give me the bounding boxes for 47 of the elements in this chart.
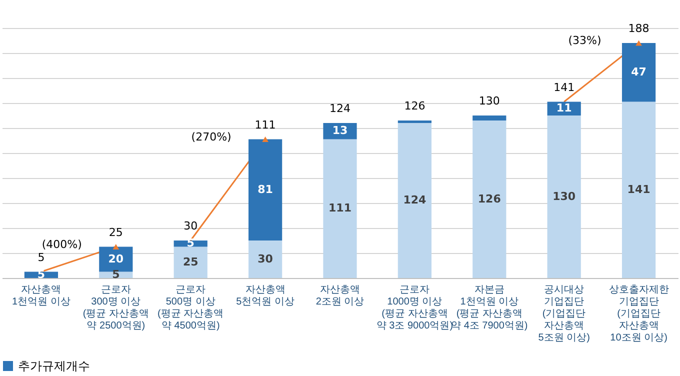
data-label: 124 [403,194,427,206]
bar [248,139,282,240]
bar [472,120,506,278]
data-label: 47 [631,65,646,78]
total-label: 5 [38,250,45,264]
bar [174,246,208,278]
total-label: 130 [478,94,500,108]
total-label: 124 [330,102,350,115]
bar [472,116,506,120]
annotation: (33%) [568,34,602,47]
x-tick-label: 자산총액 1천억원 이상 [12,284,70,308]
data-label: 141 [627,182,650,196]
x-tick-label: 자본금 1천억원 이상 (평균 자산총액 약 4조 7900억원) [451,284,528,332]
bar [174,240,208,247]
x-tick-label: 근로자 1000명 이상 (평균 자산총액 약 3조 9000억원) [376,284,454,332]
x-tick-label: 상호출자제한 기업집단 (기업집단 자산총액 10조원 이상) [608,284,669,344]
data-label: 30 [258,252,274,266]
data-label: 126 [478,192,502,206]
total-label: 111 [254,118,276,132]
data-label: 5 [112,268,120,281]
data-label: 13 [332,124,348,138]
x-tick-label: 자산총액 5천억원 이상 [236,284,294,308]
data-label: 111 [328,202,352,215]
total-label: 188 [628,22,650,35]
bar [323,139,357,278]
annotation: (270%) [191,130,232,144]
total-label: 30 [184,220,198,232]
bar [622,43,656,102]
data-label: 25 [182,255,198,268]
bar [547,116,581,278]
bar [323,123,357,140]
data-label: 81 [258,182,273,196]
annotation: (400%) [42,238,82,251]
bar [248,240,282,278]
total-label: 25 [108,226,123,239]
data-label: 11 [556,102,572,115]
x-tick-label: 공시대상 기업집단 (기업집단 자산총액 5조원 이상) [538,284,590,344]
x-tick-label: 근로자 300명 이상 (평균 자산총액 약 2500억원) [82,284,149,332]
x-tick-label: 근로자 500명 이상 (평균 자산총액 약 4500억원) [158,284,224,332]
bar [398,123,432,278]
total-label: 126 [404,100,426,112]
legend-label: 추가규제개수 [18,359,90,373]
data-label: 20 [108,252,124,266]
x-tick-label: 자산총액 2조원 이상 [316,284,364,308]
data-label: 130 [552,190,576,203]
total-label: 141 [554,80,575,94]
bar [622,102,656,278]
